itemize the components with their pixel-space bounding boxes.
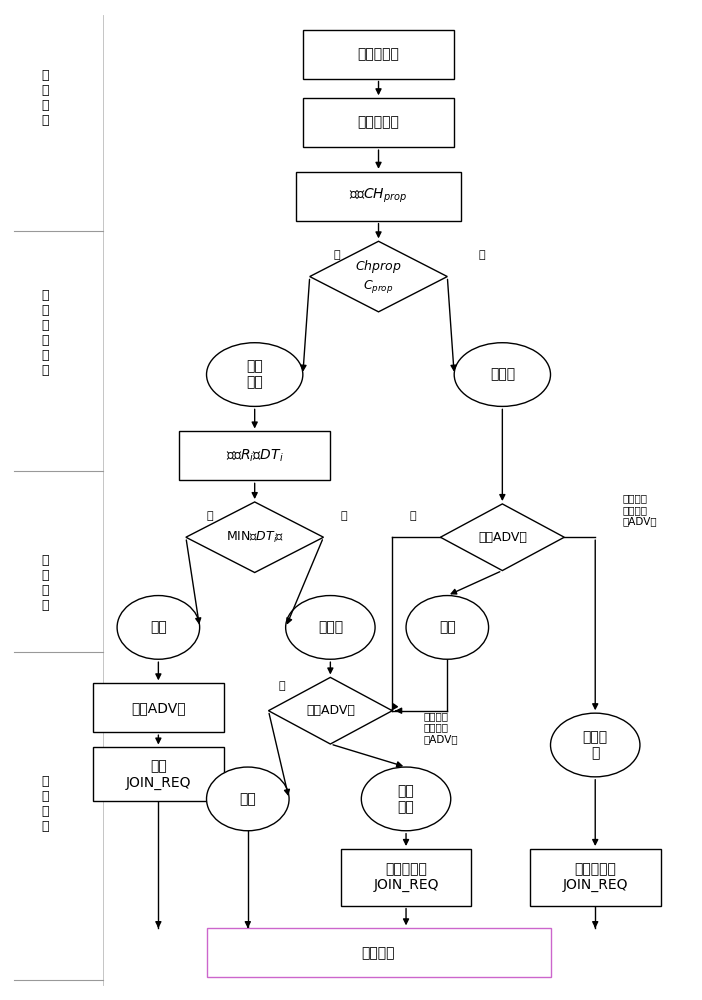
FancyBboxPatch shape <box>340 849 472 906</box>
Text: 成
簇
阶
段: 成 簇 阶 段 <box>41 775 48 833</box>
Polygon shape <box>268 677 392 744</box>
Text: 候
选
簇
头
阶
段: 候 选 簇 头 阶 段 <box>41 289 48 377</box>
Text: 完成分簇: 完成分簇 <box>362 946 395 960</box>
Ellipse shape <box>117 596 199 659</box>
Text: 簇内成
员: 簇内成 员 <box>583 730 608 760</box>
FancyBboxPatch shape <box>296 172 461 221</box>
Text: 向簇头发送
JOIN_REQ: 向簇头发送 JOIN_REQ <box>373 862 439 892</box>
Text: $Chprop$
$C_{prop}$: $Chprop$ $C_{prop}$ <box>355 258 402 295</box>
Text: 收到
JOIN_REQ: 收到 JOIN_REQ <box>126 759 191 790</box>
Text: 向簇头发送
JOIN_REQ: 向簇头发送 JOIN_REQ <box>562 862 628 892</box>
Text: 是: 是 <box>206 511 213 521</box>
Ellipse shape <box>454 343 550 406</box>
Text: 收到ADV包: 收到ADV包 <box>478 531 526 544</box>
Text: 节点初始化: 节点初始化 <box>357 116 399 130</box>
Text: 广播ADV包: 广播ADV包 <box>131 701 186 715</box>
Text: 是，选最
大信号强
度ADV包: 是，选最 大信号强 度ADV包 <box>423 711 458 744</box>
Polygon shape <box>186 502 324 573</box>
Text: 非簇头: 非簇头 <box>490 368 515 382</box>
Text: 计算$R_i$和$DT_i$: 计算$R_i$和$DT_i$ <box>226 448 284 464</box>
Text: 计算$CH_{prop}$: 计算$CH_{prop}$ <box>350 187 408 205</box>
Text: 非簇头: 非簇头 <box>318 620 343 634</box>
FancyBboxPatch shape <box>303 30 454 79</box>
Text: 轮
初
始
化: 轮 初 始 化 <box>41 69 48 127</box>
FancyBboxPatch shape <box>93 747 224 801</box>
Text: 簇内
成员: 簇内 成员 <box>397 784 414 814</box>
Text: MIN（$DT_i$）: MIN（$DT_i$） <box>225 530 284 545</box>
Text: 否: 否 <box>340 511 347 521</box>
Text: 否: 否 <box>478 250 485 260</box>
Text: 新一轮开始: 新一轮开始 <box>357 47 399 61</box>
Ellipse shape <box>206 767 289 831</box>
Ellipse shape <box>286 596 375 659</box>
Text: 否: 否 <box>409 511 416 521</box>
Ellipse shape <box>362 767 451 831</box>
Ellipse shape <box>550 713 640 777</box>
FancyBboxPatch shape <box>530 849 661 906</box>
FancyBboxPatch shape <box>93 683 224 732</box>
Ellipse shape <box>406 596 489 659</box>
Text: 收到ADV包: 收到ADV包 <box>306 704 355 717</box>
FancyBboxPatch shape <box>303 98 454 147</box>
Text: 簇头: 簇头 <box>439 620 456 634</box>
FancyBboxPatch shape <box>206 928 550 977</box>
FancyBboxPatch shape <box>179 431 331 480</box>
Text: 簇头: 簇头 <box>150 620 167 634</box>
Text: 簇
头
阶
段: 簇 头 阶 段 <box>41 554 48 612</box>
Text: 是: 是 <box>334 250 340 260</box>
Text: 否: 否 <box>279 681 286 691</box>
Text: 是，选最
大信号强
度ADV包: 是，选最 大信号强 度ADV包 <box>623 493 657 526</box>
Polygon shape <box>440 504 564 571</box>
Text: 候选
簇头: 候选 簇头 <box>246 359 263 390</box>
Text: 簇头: 簇头 <box>239 792 256 806</box>
Polygon shape <box>310 241 447 312</box>
Ellipse shape <box>206 343 303 406</box>
